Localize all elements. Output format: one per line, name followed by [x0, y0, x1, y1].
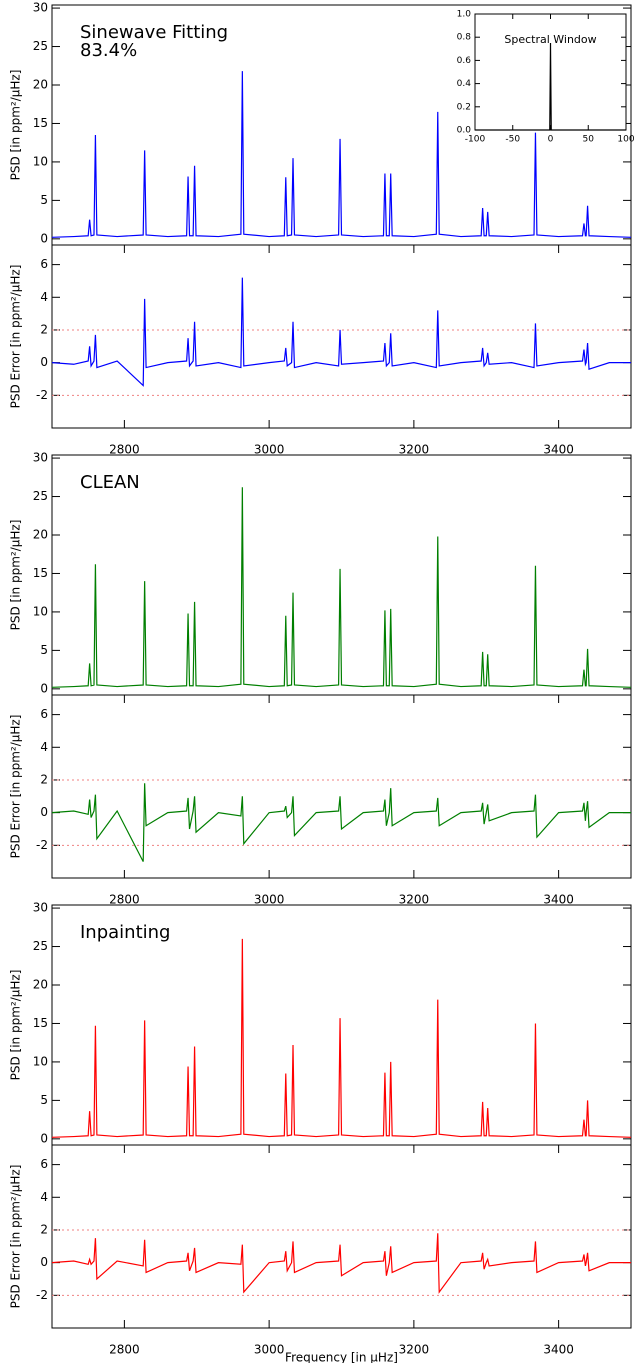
- y-tick-label: 10: [33, 154, 48, 168]
- x-tick-label: -100: [465, 135, 486, 145]
- y-tick-label: 5: [40, 643, 48, 657]
- y-tick-label: -2: [36, 838, 48, 852]
- y-axis-label: PSD Error [in ppm²/μHz]: [9, 715, 23, 859]
- y-axis-label: PSD Error [in ppm²/μHz]: [9, 265, 23, 409]
- x-tick-label: 100: [617, 135, 634, 145]
- x-axis-label: Frequency [in μHz]: [285, 1351, 398, 1363]
- data-line: [51, 277, 631, 387]
- plot-frame: [51, 244, 632, 429]
- y-tick-label: 20: [33, 78, 48, 92]
- y-tick-label: -2: [36, 388, 48, 402]
- x-tick-label: 2800: [109, 893, 140, 907]
- panel: 0 5 10 15 20 25 30 PSD [in ppm²/μHz] Inpainting: [9, 901, 632, 1146]
- inset-title: Spectral Window: [504, 33, 596, 46]
- y-tick-label: 15: [33, 566, 48, 580]
- plot-frame: [51, 694, 632, 879]
- data-line: [51, 938, 632, 1138]
- panel: 0 5 10 15 20 25 30 PSD [in ppm²/μHz] CLEAN: [9, 451, 632, 696]
- y-tick-label: 0: [40, 1255, 48, 1269]
- y-tick-label: 20: [33, 528, 48, 542]
- data-line: [51, 71, 632, 238]
- x-tick-label: 3200: [399, 893, 430, 907]
- y-tick-label: 0: [40, 355, 48, 369]
- y-tick-label: 10: [33, 604, 48, 618]
- y-tick-label: 30: [33, 451, 48, 465]
- y-axis-label: PSD [in ppm²/μHz]: [9, 70, 23, 181]
- x-tick-label: 3400: [543, 443, 574, 457]
- x-tick-label: 2800: [109, 443, 140, 457]
- y-tick-label: 20: [33, 978, 48, 992]
- x-tick-label: 2800: [109, 1343, 140, 1357]
- x-tick-label: 3400: [543, 893, 574, 907]
- y-tick-label: -2: [36, 1288, 48, 1302]
- x-tick-label: 3200: [399, 1343, 430, 1357]
- y-tick-label: 4: [40, 740, 48, 754]
- x-tick-label: 0: [548, 135, 554, 145]
- y-tick-label: 0: [40, 1131, 48, 1145]
- y-tick-label: 2: [40, 322, 48, 336]
- y-tick-label: 6: [40, 707, 48, 721]
- y-tick-label: 0.6: [457, 56, 472, 66]
- data-line: [475, 42, 626, 131]
- x-tick-label: 3000: [254, 443, 285, 457]
- x-tick-label: 50: [583, 135, 595, 145]
- x-tick-label: 3200: [399, 443, 430, 457]
- y-tick-label: 0.2: [457, 102, 471, 112]
- panel: -2 0 2 4 6 2800 3000 3200 3400 PSD Error [in ppm²…: [9, 244, 632, 457]
- panel-label: 83.4%: [80, 40, 137, 61]
- panel-label: Sinewave Fitting: [80, 22, 228, 43]
- y-tick-label: 6: [40, 1157, 48, 1171]
- y-axis-label: PSD [in ppm²/μHz]: [9, 970, 23, 1081]
- x-tick-label: 3000: [254, 893, 285, 907]
- data-line: [51, 1233, 631, 1294]
- data-line: [51, 487, 632, 688]
- y-tick-label: 1.0: [457, 10, 472, 20]
- panel: -2 0 2 4 6 2800 3000 3200 3400 PSD Error [in ppm²…: [9, 694, 632, 907]
- y-tick-label: 0.4: [457, 79, 472, 89]
- y-axis-label: PSD Error [in ppm²/μHz]: [9, 1165, 23, 1309]
- y-tick-label: 0: [40, 681, 48, 695]
- y-tick-label: 5: [40, 1093, 48, 1107]
- y-tick-label: 30: [33, 1, 48, 15]
- y-tick-label: 15: [33, 1016, 48, 1030]
- data-line: [51, 783, 631, 862]
- panel-label: CLEAN: [80, 472, 140, 493]
- y-tick-label: 5: [40, 193, 48, 207]
- panel: -2 0 2 4 6 2800 3000 3200 3400 PSD Error [in ppm²…: [9, 1144, 632, 1363]
- y-tick-label: 0: [40, 805, 48, 819]
- x-tick-label: 3000: [254, 1343, 285, 1357]
- y-tick-label: 10: [33, 1054, 48, 1068]
- panel: 0.0 0.2 0.4 0.6 0.8 1.0 -100 -50 0 50 100 Spectral …: [457, 10, 634, 145]
- y-axis-label: PSD [in ppm²/μHz]: [9, 520, 23, 631]
- y-tick-label: 25: [33, 39, 48, 53]
- x-tick-label: 3400: [543, 1343, 574, 1357]
- y-tick-label: 30: [33, 901, 48, 915]
- y-tick-label: 2: [40, 1222, 48, 1236]
- y-tick-label: 2: [40, 772, 48, 786]
- y-tick-label: 4: [40, 290, 48, 304]
- y-tick-label: 4: [40, 1190, 48, 1204]
- y-tick-label: 6: [40, 257, 48, 271]
- plot-frame: [51, 1144, 632, 1329]
- y-tick-label: 15: [33, 116, 48, 130]
- y-tick-label: 25: [33, 489, 48, 503]
- panel-label: Inpainting: [80, 922, 170, 943]
- y-tick-label: 0: [40, 231, 48, 245]
- y-tick-label: 25: [33, 939, 48, 953]
- y-tick-label: 0.8: [457, 33, 472, 43]
- x-tick-label: -50: [505, 135, 520, 145]
- y-tick-label: 0.0: [457, 126, 472, 136]
